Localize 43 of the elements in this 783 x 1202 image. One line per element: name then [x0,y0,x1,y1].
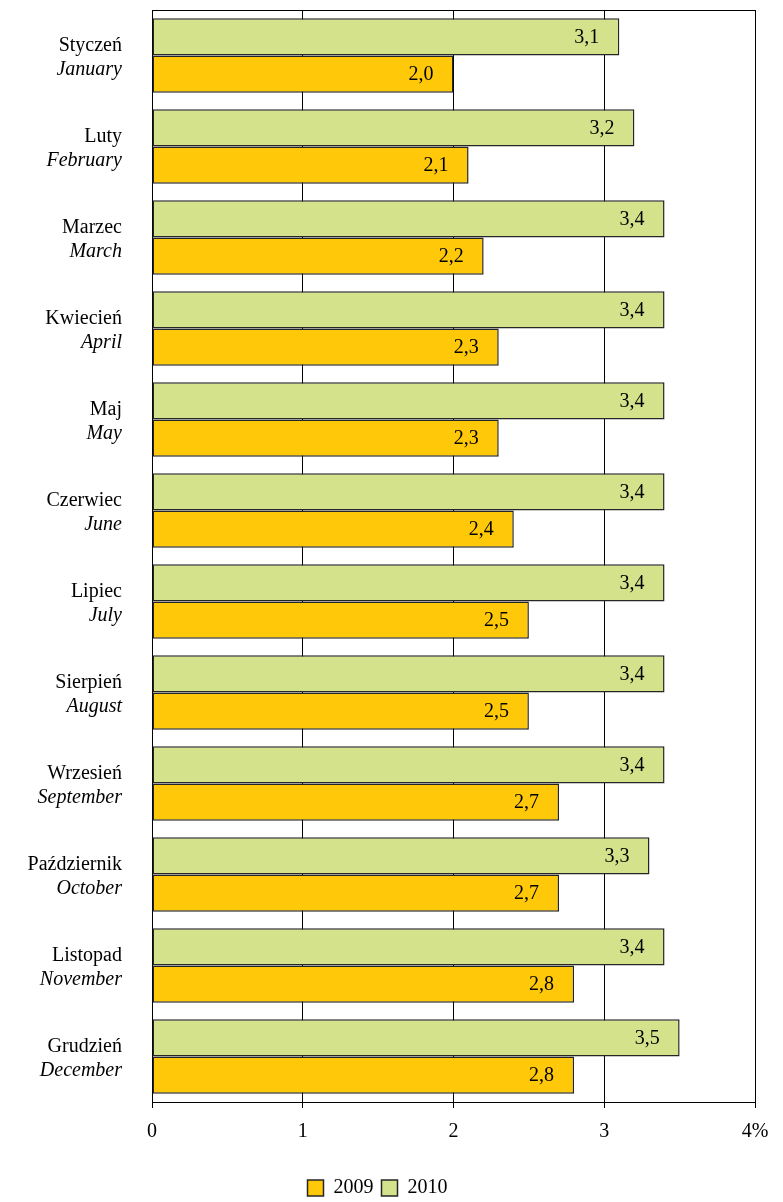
data-label: 3,5 [634,1026,660,1049]
data-label: 2,5 [483,699,509,722]
y-tick-label: Sierpień August [55,669,123,717]
data-label: 3,4 [619,389,645,412]
y-tick-label: Grudzień December [38,1033,123,1080]
data-label: 2,5 [483,608,509,631]
y-tick-label: Lipiec July [70,578,123,626]
y-tick-label: Czerwiec June [46,487,123,534]
data-label: 2,8 [529,1063,555,1086]
y-tick-label: Luty February [45,123,123,171]
y-tick-label: Styczeń January [56,32,123,80]
y-tick-label: Marzec March [62,214,123,261]
y-tick-label: Listopad November [38,942,123,989]
data-label: 3,1 [574,25,600,48]
data-label: 3,4 [619,662,645,685]
legend-label: 2009 [333,1175,374,1198]
data-label: 2,1 [423,153,449,176]
data-label: 2,3 [453,335,479,358]
legend-label: 2010 [407,1175,448,1198]
data-label: 2,7 [514,881,540,904]
data-label: 3,4 [619,935,645,958]
data-label: 2,8 [529,972,555,995]
data-label: 2,4 [468,517,494,540]
y-tick-label: Kwiecień April [45,305,123,353]
x-tick-label: 1 [297,1119,308,1142]
x-tick-label: 3 [599,1119,610,1142]
data-label: 3,3 [604,844,630,867]
x-tick-label: 0 [147,1119,157,1142]
y-tick-label: Październik October [27,851,123,898]
data-label: 2,3 [453,426,479,449]
data-label: 3,4 [619,571,645,594]
y-tick-label: Wrzesień September [37,760,123,808]
x-tick-label: 4% [741,1119,769,1142]
data-label: 2,7 [514,790,540,813]
data-label: 3,4 [619,298,645,321]
data-label: 2,0 [408,62,434,85]
data-label: 3,2 [589,116,615,139]
data-label: 2,2 [438,244,464,267]
x-tick-label: 2 [448,1119,459,1142]
data-label: 3,4 [619,480,645,503]
data-label: 3,4 [619,753,645,776]
y-tick-label: Maj May [85,396,123,444]
data-label: 3,4 [619,207,645,230]
